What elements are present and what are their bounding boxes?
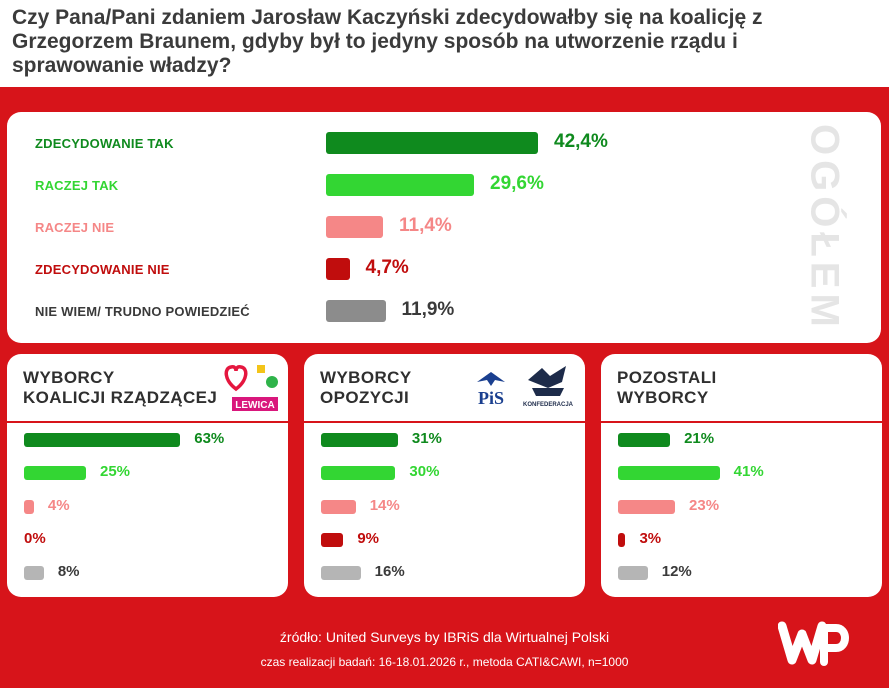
- clover-icon: [266, 376, 278, 388]
- others-value-zdecydowanie-tak: 21%: [684, 430, 715, 447]
- coalition-value-nie-wiem-trudno-powiedziec: 8%: [57, 563, 80, 580]
- coalition-bar-raczej-nie: [24, 500, 34, 514]
- coalition-value-raczej-tak: 25%: [100, 463, 131, 480]
- overall-side-label: OGÓŁEM: [789, 122, 859, 334]
- pis-logo-text: PiS: [478, 388, 504, 408]
- overall-value-raczej-tak: 29,6%: [490, 173, 544, 194]
- coalition-divider: [7, 421, 288, 423]
- opposition-card: WYBORCY OPOZYCJI PiS KONFEDERACJA 31% 30%…: [304, 354, 585, 597]
- overall-card: OGÓŁEM ZDECYDOWANIE TAK 42,4% RACZEJ TAK 29…: [7, 112, 881, 343]
- coalition-bar-zdecydowanie-tak: [24, 433, 181, 447]
- others-title: POZOSTALI WYBORCY: [617, 368, 717, 408]
- category-label-raczej-tak: RACZEJ TAK: [35, 178, 119, 193]
- overall-bar-zdecydowanie-nie: [326, 258, 350, 280]
- opposition-value-nie-wiem-trudno-powiedziec: 16%: [374, 563, 405, 580]
- others-title-line2: WYBORCY: [617, 388, 709, 407]
- others-bar-raczej-nie: [618, 500, 676, 514]
- opposition-value-raczej-nie: 14%: [369, 497, 400, 514]
- overall-value-zdecydowanie-tak: 42,4%: [554, 131, 608, 152]
- opposition-bar-raczej-tak: [321, 466, 396, 480]
- source-text: źródło: United Surveys by IBRiS dla Wirt…: [279, 629, 610, 645]
- coalition-title-line1: WYBORCY: [23, 368, 115, 387]
- survey-time-text: czas realizacji badań: 16-18.01.2026 r.,…: [260, 655, 629, 669]
- overall-bar-raczej-nie: [326, 216, 383, 238]
- overall-bar-zdecydowanie-tak: [326, 132, 538, 154]
- header-divider: [0, 87, 889, 89]
- overall-bar-raczej-tak: [326, 174, 474, 196]
- overall-side-label-text: OGÓŁEM: [802, 124, 847, 332]
- lewica-logo-text: LEWICA: [235, 400, 274, 411]
- others-divider: [601, 421, 882, 423]
- others-value-nie-wiem-trudno-powiedziec: 12%: [661, 563, 692, 580]
- header: Czy Pana/Pani zdaniem Jarosław Kaczyński…: [0, 0, 889, 89]
- category-label-zdecydowanie-tak: ZDECYDOWANIE TAK: [35, 136, 174, 151]
- opposition-bar-raczej-nie: [321, 500, 356, 514]
- star-icon: [257, 365, 265, 373]
- others-value-raczej-nie: 23%: [689, 497, 720, 514]
- others-bar-zdecydowanie-nie: [618, 533, 626, 547]
- opposition-divider: [304, 421, 585, 423]
- opposition-value-zdecydowanie-tak: 31%: [411, 430, 442, 447]
- others-card: POZOSTALI WYBORCY 21% 41% 23% 3% 12%: [601, 354, 882, 597]
- category-label-raczej-nie: RACZEJ NIE: [35, 220, 115, 235]
- others-bar-raczej-tak: [618, 466, 720, 480]
- coalition-card: WYBORCY KOALICJI RZĄDZĄCEJ LEWICA 63% 25%…: [7, 354, 288, 597]
- opposition-title-line1: WYBORCY: [320, 368, 412, 387]
- coalition-value-raczej-nie: 4%: [47, 497, 70, 514]
- coalition-title: WYBORCY KOALICJI RZĄDZĄCEJ: [23, 368, 217, 408]
- wp-logo-icon: [778, 621, 849, 666]
- opposition-bar-zdecydowanie-tak: [321, 433, 398, 447]
- others-bar-zdecydowanie-tak: [618, 433, 671, 447]
- coalition-title-line2: KOALICJI RZĄDZĄCEJ: [23, 388, 218, 407]
- others-bar-nie-wiem-trudno-powiedziec: [618, 566, 648, 580]
- heart-icon: [224, 365, 248, 392]
- coalition-bar-nie-wiem-trudno-powiedziec: [24, 566, 44, 580]
- lewica-badge: [232, 397, 278, 411]
- overall-value-raczej-nie: 11,4%: [399, 215, 452, 236]
- opposition-value-zdecydowanie-nie: 9%: [357, 530, 379, 547]
- konfederacja-logo-text: KONFEDERACJA: [523, 402, 574, 408]
- coalition-value-zdecydowanie-nie: 0%: [24, 530, 46, 547]
- opposition-bar-zdecydowanie-nie: [321, 533, 344, 547]
- pis-logo-icon: PiS: [477, 372, 505, 408]
- others-title-line1: POZOSTALI: [617, 368, 717, 387]
- others-value-zdecydowanie-nie: 3%: [639, 530, 662, 547]
- chart-title: Czy Pana/Pani zdaniem Jarosław Kaczyński…: [12, 6, 763, 77]
- others-value-raczej-tak: 41%: [733, 463, 764, 480]
- overall-bar-nie-wiem-trudno-powiedziec: [326, 300, 386, 322]
- overall-value-nie-wiem-trudno-powiedziec: 11,9%: [401, 299, 455, 320]
- category-label-zdecydowanie-nie: ZDECYDOWANIE NIE: [35, 262, 170, 277]
- coalition-bar-raczej-tak: [24, 466, 86, 480]
- opposition-value-raczej-tak: 30%: [409, 463, 440, 480]
- lewica-logo-icon: LEWICA: [224, 365, 278, 411]
- category-label-nie-wiem-trudno-powiedziec: NIE WIEM/ TRUDNO POWIEDZIEĆ: [35, 304, 250, 319]
- opposition-title-line2: OPOZYCJI: [320, 388, 410, 407]
- opposition-title: WYBORCY OPOZYCJI: [320, 368, 412, 408]
- coalition-value-zdecydowanie-tak: 63%: [194, 430, 225, 447]
- overall-value-zdecydowanie-nie: 4,7%: [365, 257, 409, 278]
- opposition-bar-nie-wiem-trudno-powiedziec: [321, 566, 361, 580]
- konfederacja-logo-icon: KONFEDERACJA: [523, 366, 574, 408]
